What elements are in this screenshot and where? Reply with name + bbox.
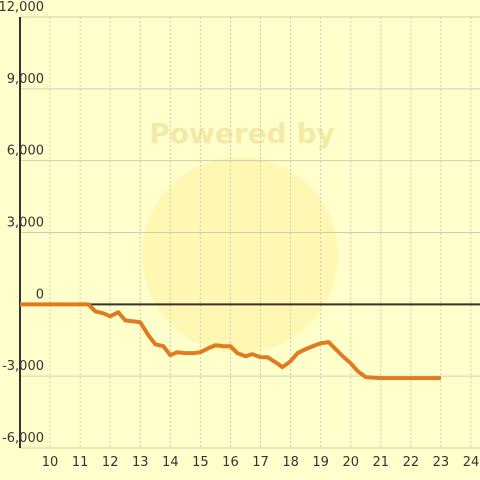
x-tick-label: 19 <box>312 455 329 470</box>
x-tick-label: 10 <box>42 455 59 470</box>
data-line <box>20 302 441 381</box>
y-tick-label: 12,000 <box>0 0 44 15</box>
watermark: Powered by <box>149 117 335 150</box>
x-tick-label: 22 <box>403 455 420 470</box>
y-tick-label: 3,000 <box>7 216 44 231</box>
x-tick-label: 24 <box>463 455 480 470</box>
y-tick-label: -6,000 <box>2 431 44 446</box>
x-tick-label: 21 <box>373 455 390 470</box>
y-tick-label: 6,000 <box>7 144 44 159</box>
y-tick-label: 9,000 <box>7 72 44 87</box>
y-tick-label: -3,000 <box>2 359 44 374</box>
x-tick-label: 11 <box>72 455 89 470</box>
x-tick-label: 16 <box>222 455 239 470</box>
y-tick-label: 0 <box>36 287 44 302</box>
x-tick-label: 14 <box>162 455 179 470</box>
watermark-logo <box>142 157 338 353</box>
x-tick-label: 15 <box>192 455 209 470</box>
x-tick-label: 18 <box>282 455 299 470</box>
x-tick-label: 23 <box>433 455 450 470</box>
x-tick-label: 20 <box>342 455 359 470</box>
x-tick-label: 17 <box>252 455 269 470</box>
x-tick-label: 12 <box>102 455 119 470</box>
x-tick-label: 13 <box>132 455 149 470</box>
